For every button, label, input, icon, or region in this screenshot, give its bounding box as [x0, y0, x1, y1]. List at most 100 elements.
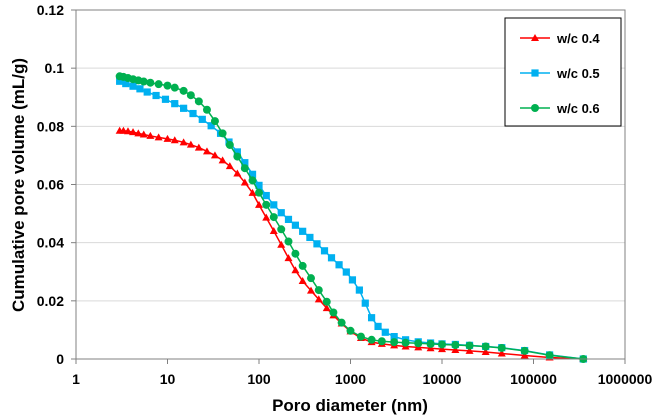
data-point-w-c-0-6 [202, 105, 211, 114]
data-point-w-c-0-6 [255, 188, 263, 197]
data-point-w-c-0-4 [202, 147, 211, 155]
data-point-w-c-0-4 [298, 277, 307, 285]
data-point-w-c-0-5 [390, 333, 398, 341]
data-point-w-c-0-5 [313, 240, 321, 248]
data-point-w-c-0-5 [270, 201, 278, 209]
data-point-w-c-0-5 [355, 286, 363, 294]
data-point-w-c-0-6 [414, 339, 423, 348]
x-tick-label: 1000000 [598, 371, 653, 387]
x-tick-label: 100000 [510, 371, 557, 387]
data-point-w-c-0-4 [194, 143, 203, 151]
data-point-w-c-0-5 [180, 104, 188, 112]
data-point-w-c-0-5 [171, 100, 179, 108]
data-point-w-c-0-6 [233, 152, 242, 161]
data-point-w-c-0-6 [438, 340, 446, 349]
data-point-w-c-0-4 [154, 133, 163, 141]
data-point-w-c-0-6 [170, 83, 179, 92]
data-point-w-c-0-4 [291, 266, 300, 274]
y-tick-label: 0.12 [37, 2, 64, 18]
x-tick-label: 1000 [335, 371, 366, 387]
data-point-w-c-0-5 [116, 77, 124, 85]
series-w-c-0-6 [115, 72, 588, 363]
data-point-w-c-0-4 [123, 127, 132, 135]
data-point-w-c-0-6 [269, 213, 278, 222]
data-point-w-c-0-5 [152, 91, 160, 100]
legend-label-w-c-0-6: w/c 0.6 [556, 101, 600, 116]
data-point-w-c-0-5 [161, 95, 170, 103]
data-point-w-c-0-4 [438, 345, 446, 353]
data-point-w-c-0-6 [298, 261, 307, 270]
data-point-w-c-0-6 [139, 77, 148, 86]
data-point-w-c-0-6 [306, 274, 315, 283]
data-point-w-c-0-5 [320, 247, 329, 255]
data-point-w-c-0-6 [146, 78, 155, 87]
data-point-w-c-0-4 [314, 295, 323, 303]
y-tick-label: 0.08 [37, 118, 64, 134]
data-point-w-c-0-5 [129, 82, 137, 90]
data-point-w-c-0-4 [170, 136, 179, 144]
data-point-w-c-0-5 [381, 328, 389, 336]
data-point-w-c-0-6 [367, 335, 376, 344]
y-axis-title: Cumulative pore volume (mL/g) [9, 58, 28, 312]
data-point-w-c-0-6 [218, 129, 227, 138]
data-point-w-c-0-6 [451, 341, 460, 350]
data-point-w-c-0-6 [356, 332, 365, 341]
x-axis-title: Poro diameter (nm) [272, 396, 428, 415]
legend: w/c 0.4 w/c 0.5 w/c 0.6 [504, 17, 622, 127]
legend-label-w-c-0-5: w/c 0.5 [556, 66, 600, 81]
data-point-w-c-0-5 [348, 276, 357, 284]
data-point-w-c-0-4 [163, 134, 172, 142]
x-tick-label: 10 [160, 371, 176, 387]
data-point-w-c-0-4 [277, 240, 286, 248]
data-point-w-c-0-6 [291, 249, 300, 258]
y-tick-label: 0.04 [37, 235, 64, 251]
data-point-w-c-0-5 [189, 109, 197, 118]
data-point-w-c-0-6 [322, 297, 331, 306]
legend-marker-w-c-0-4 [531, 34, 539, 41]
data-point-w-c-0-6 [248, 176, 257, 185]
data-point-w-c-0-5 [277, 209, 285, 217]
data-point-w-c-0-4 [240, 178, 249, 186]
data-point-w-c-0-5 [233, 148, 241, 156]
tick-layer: 0 0.02 0.04 0.06 0.08 0.1 0.12 1 10 100 1000 10000 1… [37, 2, 653, 387]
data-point-w-c-0-6 [225, 140, 234, 149]
data-point-w-c-0-4 [255, 200, 263, 208]
data-point-w-c-0-5 [361, 299, 369, 307]
data-point-w-c-0-6 [240, 164, 249, 173]
data-point-w-c-0-6 [465, 341, 474, 350]
data-point-w-c-0-5 [198, 115, 206, 123]
data-point-w-c-0-5 [136, 85, 144, 93]
data-point-w-c-0-6 [481, 342, 490, 351]
x-tick-label: 100 [247, 371, 271, 387]
y-tick-label: 0.06 [37, 177, 64, 193]
data-point-w-c-0-4 [146, 131, 155, 139]
data-point-w-c-0-6 [377, 337, 386, 346]
data-point-w-c-0-5 [299, 227, 307, 235]
data-point-w-c-0-5 [335, 261, 343, 269]
data-point-w-c-0-4 [481, 348, 490, 356]
data-point-w-c-0-4 [497, 349, 506, 357]
y-tick-label: 0.02 [37, 293, 64, 309]
data-point-w-c-0-4 [139, 130, 148, 138]
data-point-w-c-0-5 [122, 79, 130, 88]
series-layer [115, 72, 588, 363]
data-point-w-c-0-5 [262, 191, 270, 200]
y-tick-label: 0 [56, 351, 64, 367]
data-point-w-c-0-6 [277, 225, 286, 234]
data-point-w-c-0-5 [367, 314, 376, 322]
legend-marker-w-c-0-6 [531, 104, 539, 112]
data-point-w-c-0-5 [143, 88, 151, 96]
data-point-w-c-0-6 [329, 308, 338, 317]
data-point-w-c-0-6 [314, 286, 323, 295]
data-point-w-c-0-5 [248, 170, 257, 178]
data-point-w-c-0-6 [401, 338, 410, 347]
data-point-w-c-0-6 [194, 97, 203, 106]
data-point-w-c-0-6 [262, 200, 271, 209]
data-point-w-c-0-4 [520, 351, 529, 359]
series-w-c-0-4 [115, 126, 588, 362]
data-point-w-c-0-6 [520, 346, 529, 355]
data-point-w-c-0-6 [284, 237, 293, 246]
x-tick-label: 1 [72, 371, 80, 387]
data-point-w-c-0-6 [426, 339, 435, 348]
data-point-w-c-0-4 [179, 138, 188, 146]
